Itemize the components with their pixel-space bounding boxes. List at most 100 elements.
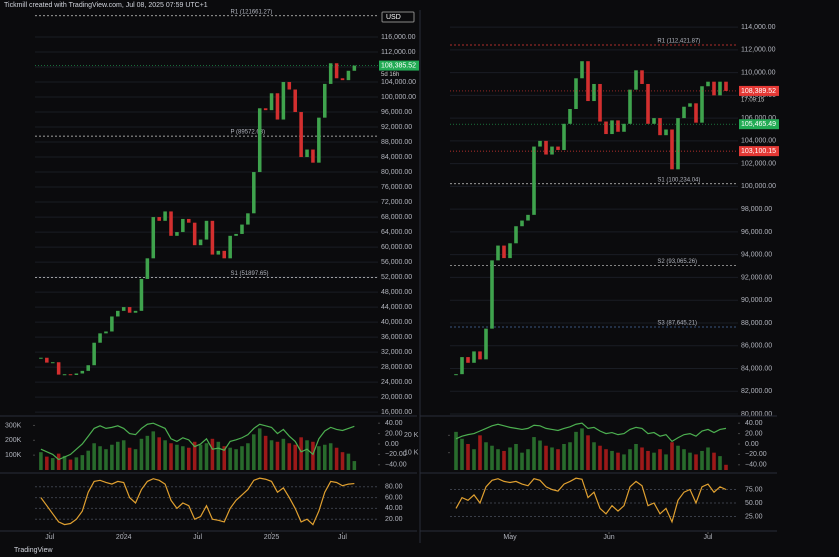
candle [127,307,132,313]
candle [246,213,250,225]
volume-bar [110,444,114,470]
currency-box [381,11,415,23]
volume-bar [670,442,674,470]
volume-bar [157,437,161,470]
candle [622,123,626,132]
stochastic-tick-label: 60.00 [385,494,403,501]
y-tick-label: 102,000.00 [741,160,776,167]
volume-bar [454,431,458,470]
candle [116,310,120,317]
stochastic-tick-label: 40.00 [385,505,403,512]
candle [157,217,161,221]
y-tick-label: 36,000.00 [381,334,412,341]
candle [98,333,102,343]
candle [604,121,608,135]
candle [175,232,179,236]
candle [192,222,197,246]
x-tick-label: Jul [704,534,713,541]
stochastic-tick-label: 75.00 [745,486,763,493]
candle [712,81,716,96]
volume-bar [478,435,482,470]
volume-bar [718,456,722,470]
volume-bar [574,431,578,470]
volume-bar [550,447,554,470]
volume-bar [640,447,644,470]
candle [287,82,292,90]
price-label: 108,389.52 [741,88,776,95]
volume-bar [622,454,626,470]
volume-bar [116,441,120,470]
volume-bar [706,447,710,470]
countdown: 5d 16h [381,72,399,78]
volume-bar [145,435,150,470]
oscillator-tick-label: 20.00 [745,430,763,437]
candle [92,342,96,366]
candle [252,172,256,214]
candle [586,61,590,102]
volume-bar [502,450,506,470]
volume-bar [210,438,215,470]
volume-bar [628,449,632,470]
candle [181,218,185,233]
volume-bar [532,437,536,470]
y-tick-label: 90,000.00 [741,297,772,304]
candle [628,89,632,124]
price-label: 108,385.52 [381,62,416,69]
volume-bar [281,438,286,470]
candle [556,146,560,150]
y-tick-label: 64,000.00 [381,229,412,236]
volume-bar [127,447,132,470]
oscillator-tick-label: −40.00 [745,462,767,469]
candle [460,357,464,375]
volume-bar [466,444,470,470]
oscillator-tick-label: 20.00 [385,430,403,437]
candle [688,103,692,107]
volume-bar [169,443,173,470]
candle [104,331,108,334]
candle [562,123,566,150]
volume-bar [299,437,303,470]
footer: TradingView [14,547,53,554]
candle [145,258,150,279]
candle [169,211,173,236]
candle [706,81,710,87]
volume-bar [45,456,49,470]
candle [646,83,650,124]
volume-bar [682,449,686,470]
y-tick-label: 96,000.00 [381,109,412,116]
volume-bar [700,450,704,470]
volume-bar [616,452,620,470]
y-tick-label: 44,000.00 [381,304,412,311]
oscillator-tick-label: −20.00 [745,451,767,458]
candle [598,83,602,122]
y-tick-label: 96,000.00 [741,229,772,236]
candle [86,365,90,371]
candle [210,220,215,255]
candle [700,86,704,123]
volume-bar [460,438,464,470]
candle [50,362,55,364]
y-tick-label: 84,000.00 [741,365,772,372]
y-tick-label: 92,000.00 [381,124,412,131]
candle [334,63,339,79]
volume-bar [151,431,156,470]
candle [340,78,345,81]
volume-bar [334,447,339,470]
y-tick-label: 112,000.00 [381,49,416,56]
volume-bar [192,441,197,470]
y-tick-label: 60,000.00 [381,244,412,251]
volume-bar [340,452,345,470]
y-tick-label: 86,000.00 [741,343,772,350]
price-label: 105,465.49 [741,121,776,128]
volume-bar [323,444,327,470]
volume-bar [484,442,488,470]
y-tick-label: 114,000.00 [741,24,776,31]
volume-tick-label: 20 K [404,432,419,439]
volume-bar [181,446,185,470]
candle [538,140,542,147]
y-tick-label: 116,000.00 [381,34,416,41]
volume-bar [526,449,530,470]
volume-bar [586,435,590,470]
x-tick-label: Jun [603,534,614,541]
